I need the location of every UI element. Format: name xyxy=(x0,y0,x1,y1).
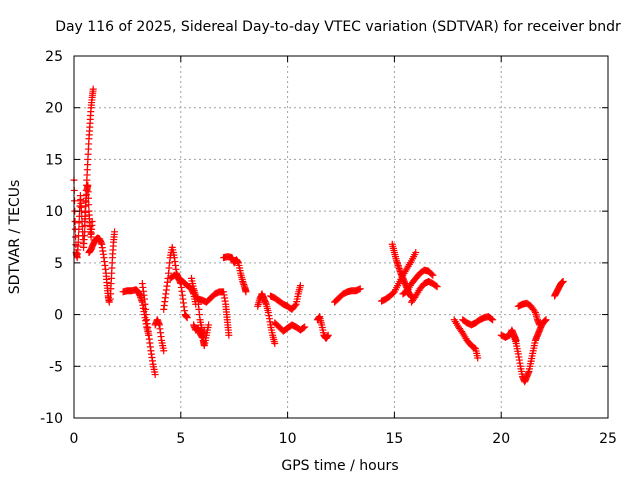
x-tick-label: 0 xyxy=(70,431,79,447)
x-tick-label: 25 xyxy=(599,431,617,447)
y-tick-label: 5 xyxy=(54,256,63,272)
series-s06 xyxy=(138,280,159,379)
data-point xyxy=(471,344,478,352)
x-tick-label: 15 xyxy=(385,431,403,447)
data-point xyxy=(356,285,364,293)
series-s13 xyxy=(220,253,250,296)
x-tick-label: 10 xyxy=(279,431,297,447)
data-point xyxy=(432,282,440,290)
series-s28 xyxy=(527,316,550,365)
y-tick-label: -10 xyxy=(40,411,63,427)
data-point xyxy=(74,238,82,246)
data-point xyxy=(429,271,437,279)
chart-title: Day 116 of 2025, Sidereal Day-to-day VTE… xyxy=(55,19,621,35)
series-s03 xyxy=(85,234,113,306)
data-point xyxy=(71,217,79,225)
data-point xyxy=(151,371,159,379)
series-s22 xyxy=(407,277,441,306)
data-point xyxy=(296,282,304,290)
data-point xyxy=(200,326,208,334)
data-point xyxy=(559,277,567,285)
data-point xyxy=(474,354,482,362)
series-s12 xyxy=(194,288,233,339)
data-point xyxy=(89,85,97,93)
data-point xyxy=(300,324,308,332)
series-s17 xyxy=(314,313,332,342)
plot-frame xyxy=(73,55,609,419)
series-s02 xyxy=(81,85,97,225)
series-s23 xyxy=(450,316,482,362)
data-point xyxy=(81,228,89,236)
data-point xyxy=(160,347,168,355)
series-s15 xyxy=(267,282,304,313)
data-point xyxy=(301,323,309,331)
data-point xyxy=(488,315,496,323)
data-point xyxy=(542,316,550,324)
y-tick-label: 15 xyxy=(45,152,63,168)
y-tick-label: 25 xyxy=(45,49,63,65)
data-point xyxy=(291,302,299,310)
data-point xyxy=(324,331,332,339)
data-point xyxy=(271,340,279,348)
x-tick-label: 20 xyxy=(492,431,510,447)
y-tick-label: -5 xyxy=(49,359,63,375)
data-point xyxy=(72,233,80,241)
data-point xyxy=(88,217,96,225)
data-point xyxy=(428,270,436,278)
series-s14 xyxy=(254,290,279,348)
data-point xyxy=(85,201,93,209)
series-s11 xyxy=(190,321,208,341)
series-s21 xyxy=(399,266,437,298)
data-point xyxy=(412,249,420,257)
data-point xyxy=(75,219,83,227)
data-point xyxy=(205,321,213,329)
data-point xyxy=(242,288,250,296)
x-axis-label: GPS time / hours xyxy=(281,458,398,474)
series-s10 xyxy=(187,274,213,350)
series-s07 xyxy=(151,316,168,355)
series-s04 xyxy=(106,228,119,303)
axis-ticks: 0 5 10 15 20 25 -10 -5 0 5 10 15 20 25 xyxy=(40,49,617,447)
series-s27 xyxy=(514,299,544,329)
y-tick-label: 10 xyxy=(45,204,63,220)
data-point xyxy=(105,298,113,306)
series-s18 xyxy=(331,285,364,306)
series-s01 xyxy=(70,176,96,262)
data-markers xyxy=(70,85,567,386)
y-axis-label: SDTVAR / TECUs xyxy=(7,180,23,295)
data-point xyxy=(183,314,191,322)
series-s29 xyxy=(551,277,567,300)
series-s09 xyxy=(166,271,200,308)
data-point xyxy=(489,316,497,324)
data-point xyxy=(530,307,538,315)
y-tick-label: 0 xyxy=(54,308,63,324)
data-point xyxy=(225,331,233,339)
series-s16 xyxy=(271,319,309,335)
x-tick-label: 5 xyxy=(176,431,185,447)
data-point xyxy=(111,228,119,236)
series-s20 xyxy=(388,240,415,301)
data-point xyxy=(433,283,441,291)
series-s24 xyxy=(459,313,497,329)
y-tick-label: 20 xyxy=(45,101,63,117)
series-s26 xyxy=(510,331,535,386)
